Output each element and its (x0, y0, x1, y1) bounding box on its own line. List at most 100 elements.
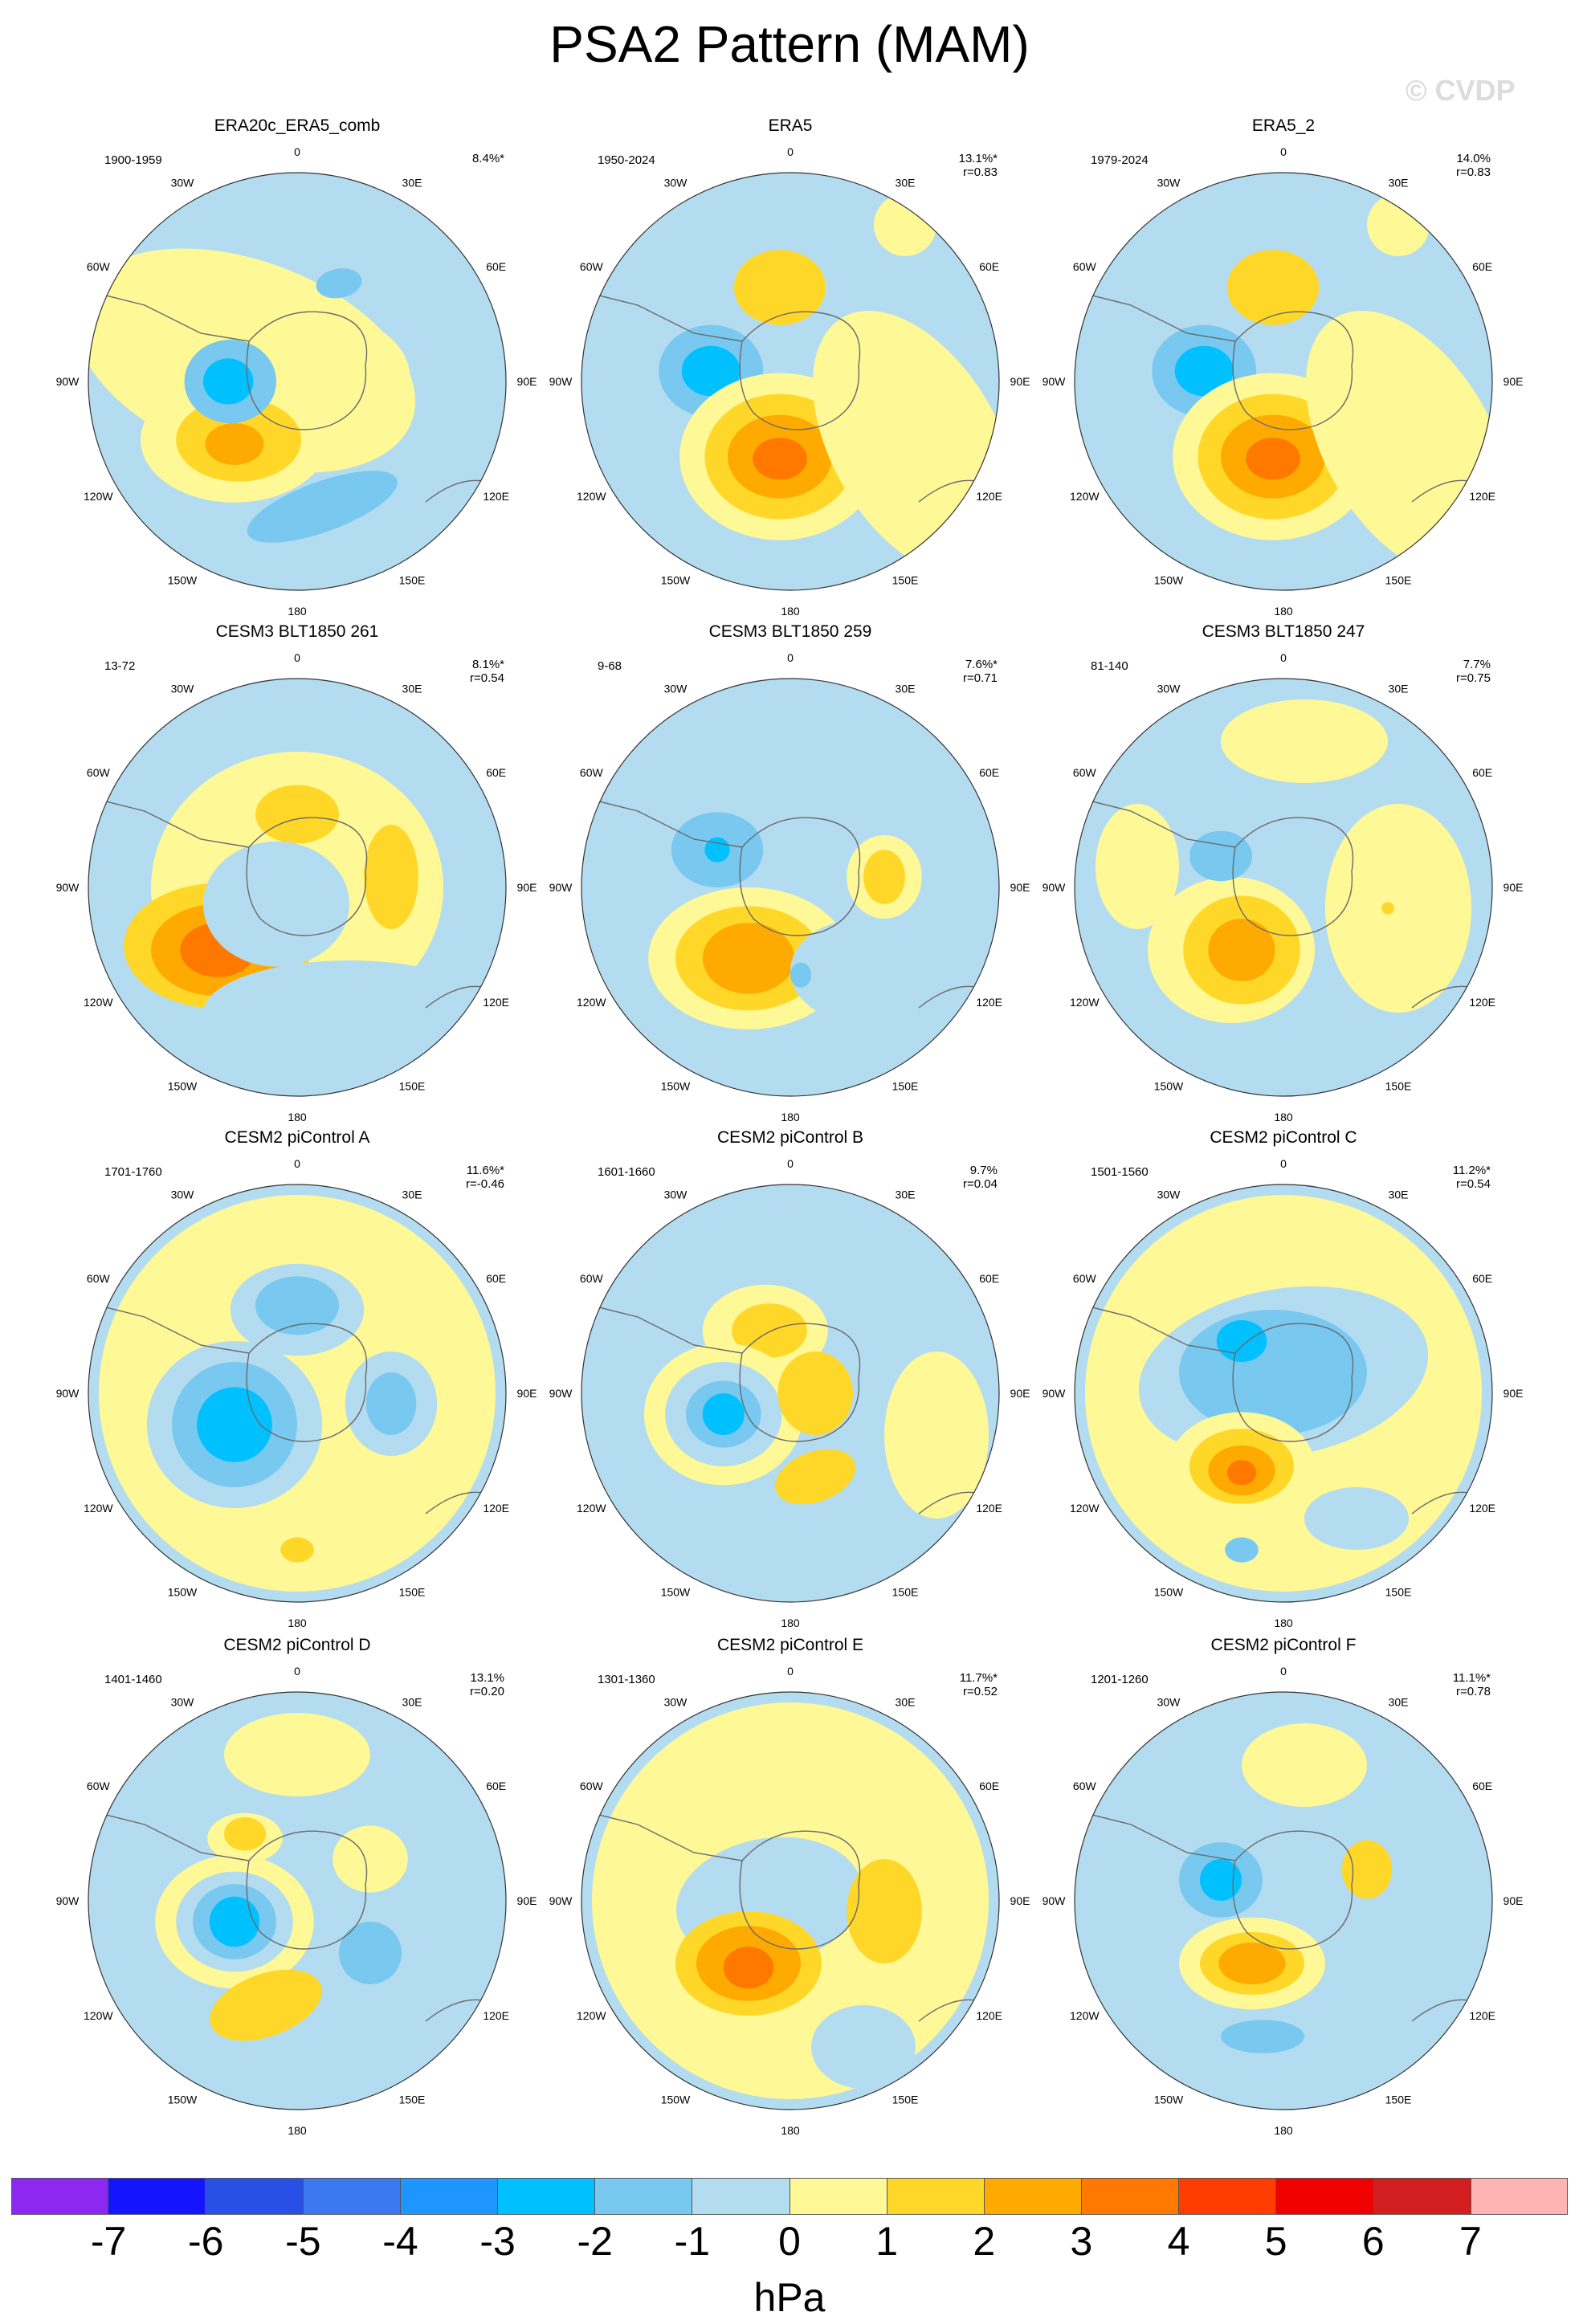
panel-stats: 11.2%* r=0.54 (1453, 1164, 1491, 1191)
panel-period: 9-68 (598, 659, 622, 673)
longitude-label: 150W (661, 1080, 691, 1093)
map-border (88, 1691, 507, 2110)
map-border (581, 678, 1000, 1097)
polar-map: 0 30E 60E 90E 120E 150E 180 150W 120W 90W 60W 30W (56, 1157, 537, 1629)
longitude-label: 150E (892, 1586, 919, 1599)
longitude-label: 60E (486, 260, 506, 273)
map-border (1074, 1691, 1493, 2110)
longitude-label: 30E (896, 682, 916, 695)
panel-stats: 13.1% r=0.20 (470, 1671, 504, 1698)
anomaly-contour (1208, 919, 1275, 981)
anomaly-contour (255, 785, 339, 844)
colorbar-tick-label: -4 (382, 2219, 418, 2264)
coastline (589, 292, 861, 430)
anomaly-contour (874, 194, 936, 256)
map-border (1074, 1184, 1493, 1603)
longitude-label: 90E (1010, 1387, 1030, 1400)
pattern-correlation: r=0.75 (1456, 671, 1491, 685)
longitude-label: 0 (294, 1157, 300, 1170)
anomaly-contour (704, 837, 730, 862)
colorbar-tick-label: -1 (674, 2219, 711, 2264)
longitude-label: 60W (87, 1780, 111, 1792)
anomaly-contour (863, 850, 905, 904)
coastline (1082, 292, 1354, 430)
map-border (1074, 678, 1493, 1097)
panel-title: CESM3 BLT1850 247 (1202, 622, 1365, 641)
panel-title: CESM2 piControl C (1210, 1128, 1357, 1147)
colorbar-tick-label: 4 (1167, 2219, 1190, 2264)
longitude-label: 60W (87, 1272, 111, 1285)
longitude-label: 60W (580, 1272, 604, 1285)
anomaly-contour (702, 1393, 745, 1435)
panel-stats: 11.7%* r=0.52 (960, 1671, 998, 1698)
longitude-label: 120E (976, 490, 1002, 503)
anomaly-contour (1226, 250, 1320, 325)
longitude-label: 90W (56, 375, 80, 388)
longitude-label: 60W (1073, 1272, 1097, 1285)
longitude-label: 150E (399, 574, 426, 587)
panel-stats: 7.6%* r=0.71 (963, 658, 998, 685)
colorbar-swatch (497, 2178, 596, 2215)
colorbar-units: hPa (753, 2275, 826, 2320)
map-border (581, 1691, 1000, 2110)
variance-percent: 11.1%* (1452, 1671, 1491, 1685)
longitude-label: 60E (1472, 1272, 1492, 1285)
longitude-label: 0 (1280, 651, 1287, 664)
longitude-label: 120E (483, 996, 509, 1009)
panel-period: 1401-1460 (104, 1673, 162, 1686)
longitude-label: 90E (517, 881, 537, 894)
variance-percent: 13.1% (470, 1671, 504, 1685)
colorbar-tick-label: 2 (973, 2219, 996, 2264)
anomaly-contour (1242, 1723, 1367, 1807)
longitude-label: 30W (171, 1188, 195, 1201)
longitude-label: 30W (664, 1695, 688, 1708)
map-panel: 0 30E 60E 90E 120E 150E 180 150W 120W 90W 60W 30W CE… (1042, 1636, 1524, 2150)
longitude-label: 0 (787, 651, 794, 664)
longitude-label: 60E (1472, 260, 1492, 273)
longitude-label: 60W (580, 1780, 604, 1792)
longitude-label: 60W (580, 260, 604, 273)
longitude-label: 90W (56, 1387, 80, 1400)
anomaly-contour (733, 250, 826, 325)
longitude-label: 30W (1157, 682, 1181, 695)
panel-stats: 11.1%* r=0.78 (1453, 1671, 1491, 1698)
longitude-label: 30E (1389, 1188, 1409, 1201)
colorbar-tick-label: 7 (1459, 2219, 1482, 2264)
anomaly-contour (723, 1947, 774, 1989)
pattern-correlation: r=0.54 (1456, 1177, 1491, 1191)
variance-percent: 11.7%* (959, 1671, 998, 1685)
colorbar-swatch (595, 2178, 693, 2215)
longitude-label: 180 (1274, 605, 1293, 618)
colorbar-swatch (400, 2178, 498, 2215)
colorbar-swatch (108, 2178, 206, 2215)
longitude-label: 150W (661, 1586, 691, 1599)
longitude-label: 0 (294, 145, 300, 158)
polar-map: 0 30E 60E 90E 120E 150E 180 150W 120W 90W 60W 30W (1042, 145, 1523, 618)
coastline (1082, 798, 1354, 936)
longitude-label: 30E (896, 176, 916, 189)
map-border (88, 678, 507, 1097)
longitude-label: 30E (1389, 176, 1409, 189)
longitude-label: 120W (577, 1502, 606, 1515)
coastline (589, 1812, 861, 1950)
longitude-label: 90W (1042, 881, 1066, 894)
pattern-correlation: r=0.52 (963, 1685, 998, 1698)
longitude-label: 120E (483, 2009, 509, 2022)
panel-title: CESM3 BLT1850 259 (708, 622, 872, 641)
longitude-label: 120W (577, 996, 606, 1009)
coastline (589, 1304, 861, 1442)
anomaly-contour (255, 1276, 339, 1335)
anomaly-contour (210, 1969, 322, 2041)
longitude-label: 90W (56, 881, 80, 894)
colorbar-tick-label: -2 (577, 2219, 613, 2264)
anomaly-contour (339, 1922, 402, 1984)
map-border (1074, 172, 1493, 591)
longitude-label: 0 (1280, 1665, 1287, 1678)
longitude-label: 60W (87, 260, 111, 273)
panel-period: 1701-1760 (104, 1165, 162, 1179)
panel-period: 1900-1959 (104, 153, 162, 167)
longitude-label: 90E (1504, 1894, 1524, 1907)
longitude-label: 180 (781, 1617, 800, 1629)
longitude-label: 30W (664, 176, 688, 189)
longitude-label: 150E (399, 2094, 426, 2106)
